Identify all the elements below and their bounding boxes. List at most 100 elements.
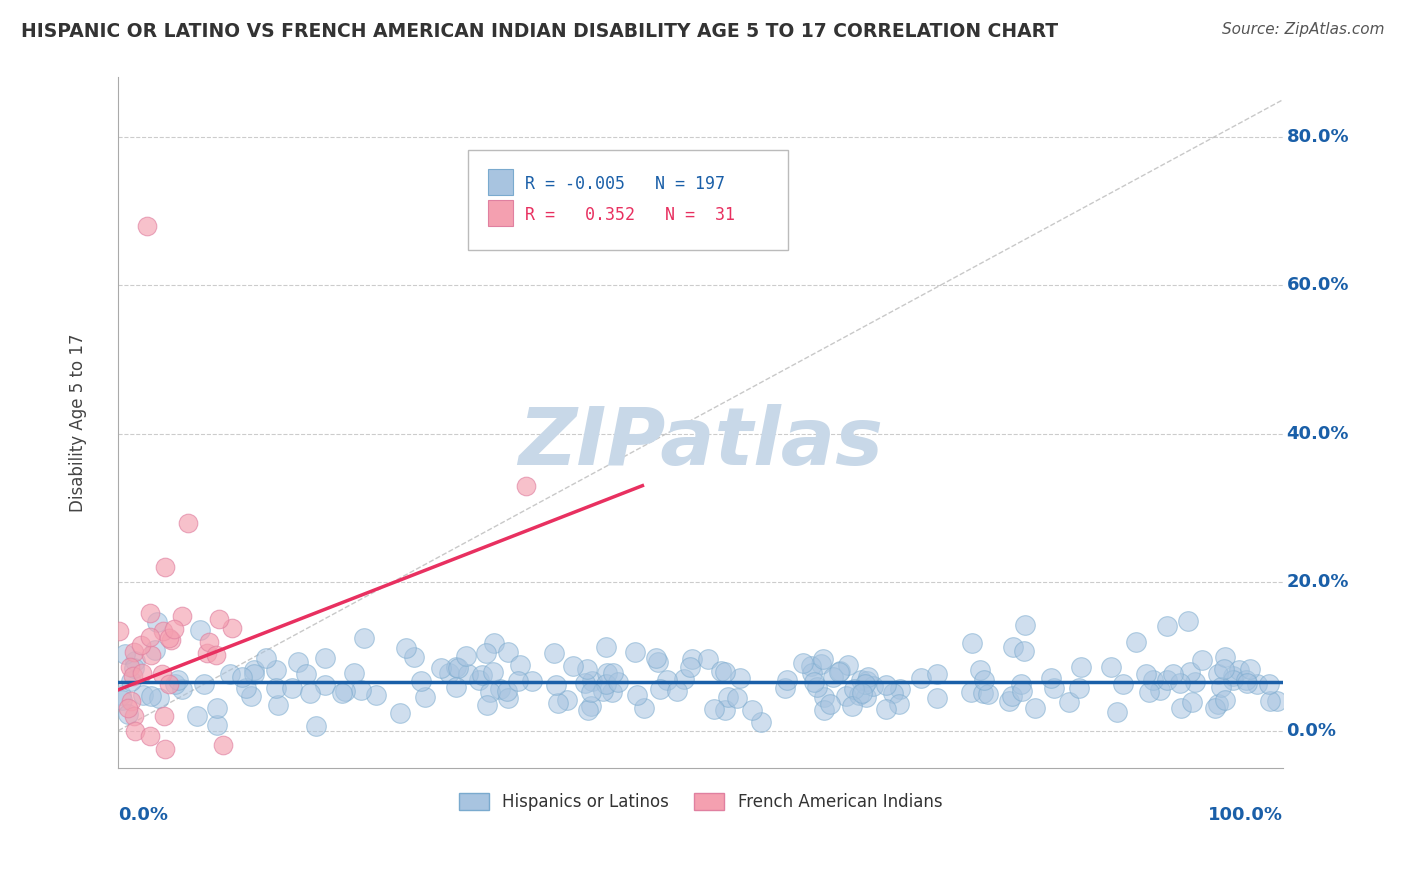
Point [1125, 634, 1147, 648]
Point [111, 692, 134, 706]
Point [108, 624, 131, 638]
Point [801, 666, 824, 681]
Point [208, 612, 231, 626]
Point [468, 673, 491, 687]
Point [1213, 650, 1236, 665]
Point [254, 651, 277, 665]
Point [482, 665, 505, 679]
Point [960, 685, 983, 699]
Point [122, 709, 145, 723]
Point [364, 688, 387, 702]
Point [333, 684, 356, 698]
Point [205, 718, 228, 732]
Point [1258, 676, 1281, 690]
Point [576, 662, 599, 676]
Point [837, 657, 859, 672]
Point [1222, 669, 1244, 683]
Point [1227, 663, 1250, 677]
Point [305, 719, 328, 733]
Point [1181, 695, 1204, 709]
Point [1137, 684, 1160, 698]
Point [129, 638, 152, 652]
Point [1142, 673, 1164, 688]
Point [644, 651, 666, 665]
Point [508, 674, 530, 689]
Point [810, 657, 832, 672]
Point [150, 667, 173, 681]
Point [561, 659, 583, 673]
Point [475, 646, 498, 660]
Point [242, 667, 264, 681]
Point [350, 682, 373, 697]
Point [821, 670, 844, 684]
Point [188, 624, 211, 638]
Point [1213, 662, 1236, 676]
Point [1265, 694, 1288, 708]
Point [409, 673, 432, 688]
Point [595, 666, 617, 681]
Point [844, 681, 866, 696]
Point [482, 636, 505, 650]
Point [477, 698, 499, 713]
Text: 20.0%: 20.0% [1286, 574, 1348, 591]
Point [626, 688, 648, 702]
Point [875, 678, 897, 692]
Point [1236, 676, 1258, 690]
Point [574, 676, 596, 690]
Point [714, 703, 737, 717]
Point [1156, 673, 1178, 688]
Point [264, 663, 287, 677]
Legend: Hispanics or Latinos, French American Indians: Hispanics or Latinos, French American In… [453, 787, 949, 818]
Point [204, 648, 226, 662]
Point [576, 703, 599, 717]
Point [972, 685, 994, 699]
Point [1010, 677, 1032, 691]
Point [681, 652, 703, 666]
Point [157, 631, 180, 645]
Point [1001, 640, 1024, 654]
Point [741, 703, 763, 717]
Point [853, 676, 876, 690]
Point [124, 723, 146, 738]
Text: 40.0%: 40.0% [1286, 425, 1348, 442]
Point [120, 694, 142, 708]
Point [1177, 614, 1199, 628]
Point [1069, 681, 1091, 695]
Point [122, 645, 145, 659]
Point [547, 696, 569, 710]
Point [714, 665, 737, 679]
Point [139, 729, 162, 743]
FancyBboxPatch shape [468, 150, 787, 250]
Point [489, 682, 512, 697]
Point [1057, 695, 1080, 709]
Point [153, 742, 176, 756]
Point [1011, 684, 1033, 698]
Point [138, 630, 160, 644]
Point [592, 683, 614, 698]
Point [579, 684, 602, 698]
Point [1135, 667, 1157, 681]
Point [602, 666, 624, 681]
Point [120, 673, 142, 688]
Point [841, 699, 863, 714]
Point [163, 677, 186, 691]
Point [1208, 697, 1230, 711]
Point [471, 668, 494, 682]
Point [925, 667, 948, 681]
Point [157, 677, 180, 691]
Point [813, 690, 835, 704]
Point [139, 689, 162, 703]
Point [849, 673, 872, 688]
Point [1043, 681, 1066, 696]
Text: R = -0.005   N = 197: R = -0.005 N = 197 [524, 176, 725, 194]
Point [509, 657, 531, 672]
Point [212, 739, 235, 753]
Point [1024, 701, 1046, 715]
Point [195, 646, 218, 660]
Point [218, 667, 240, 681]
Point [457, 667, 479, 681]
Point [1161, 667, 1184, 681]
Point [298, 686, 321, 700]
Point [394, 640, 416, 655]
Point [600, 685, 623, 699]
